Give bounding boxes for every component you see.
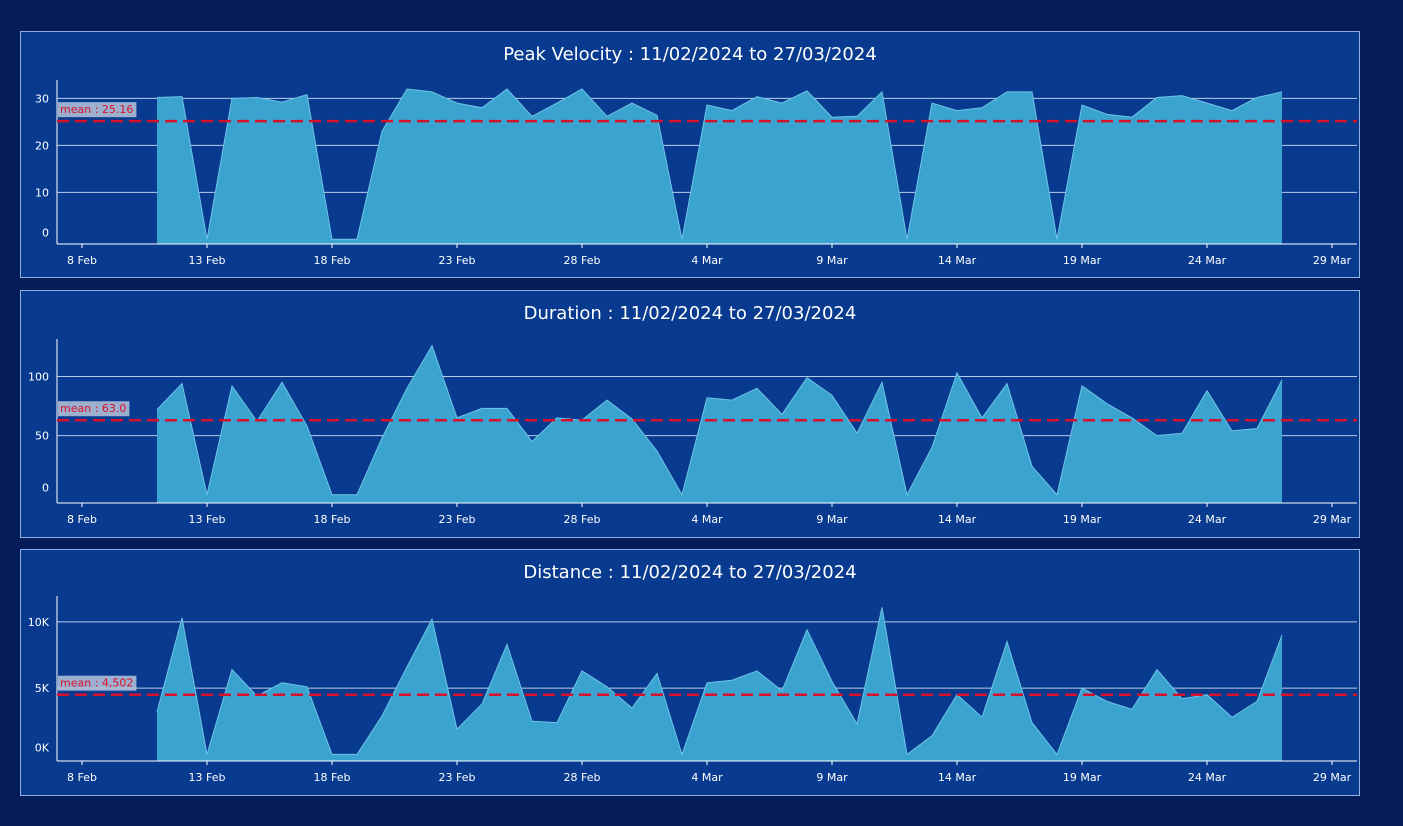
x-tick-label: 23 Feb (439, 254, 476, 267)
x-tick-label: 8 Feb (67, 254, 97, 267)
y-tick-label: 10K (28, 616, 50, 629)
duration-chart: 0 50 100 8 Feb 13 Feb 18 Feb 23 Feb 28 Feb 4 Mar… (28, 339, 1357, 526)
x-tick-label: 29 Mar (1313, 771, 1352, 784)
x-tick-label: 29 Mar (1313, 513, 1352, 526)
x-tick-label: 19 Mar (1063, 513, 1102, 526)
y-tick-label: 5K (35, 682, 50, 695)
x-tick-label: 28 Feb (564, 771, 601, 784)
mean-label: mean : 25.16 (58, 102, 137, 118)
distance-panel: Distance : 11/02/2024 to 27/03/2024 0K 5K… (20, 549, 1360, 796)
x-tick-label: 23 Feb (439, 513, 476, 526)
x-tick-label: 9 Mar (816, 513, 848, 526)
x-tick-label: 13 Feb (189, 771, 226, 784)
area-outline (156, 344, 1283, 497)
x-tick-label: 4 Mar (691, 254, 723, 267)
y-tick-label: 50 (35, 430, 49, 443)
x-tick-label: 4 Mar (691, 771, 723, 784)
mean-label-background (58, 401, 130, 417)
x-tick-label: 24 Mar (1188, 513, 1227, 526)
area-series (157, 89, 1282, 244)
x-tick-label: 14 Mar (938, 513, 977, 526)
x-tick-label: 13 Feb (189, 513, 226, 526)
y-tick-label: 10 (35, 186, 49, 199)
chart-title: Distance : 11/02/2024 to 27/03/2024 (523, 562, 857, 583)
x-tick-label: 4 Mar (691, 513, 723, 526)
mean-label: mean : 63.0 (58, 401, 130, 417)
mean-label-background (58, 675, 137, 691)
y-tick-label: 0 (42, 226, 49, 239)
x-tick-label: 28 Feb (564, 254, 601, 267)
duration-panel: Duration : 11/02/2024 to 27/03/2024 0 50 1… (20, 290, 1360, 538)
x-tick-label: 19 Mar (1063, 771, 1102, 784)
x-tick-label: 24 Mar (1188, 771, 1227, 784)
x-tick-label: 8 Feb (67, 771, 97, 784)
x-tick-label: 18 Feb (314, 513, 351, 526)
x-tick-label: 14 Mar (938, 771, 977, 784)
mean-label-text: mean : 25.16 (60, 103, 133, 116)
x-tick-label: 9 Mar (816, 254, 848, 267)
x-tick-label: 24 Mar (1188, 254, 1227, 267)
chart-title: Duration : 11/02/2024 to 27/03/2024 (523, 303, 857, 324)
distance-chart: 0K 5K 10K 8 Feb 13 Feb 18 Feb 23 Feb 28 Feb 4 Ma… (28, 596, 1357, 784)
mean-label-background (58, 102, 137, 118)
x-tick-label: 8 Feb (67, 513, 97, 526)
x-tick-label: 23 Feb (439, 771, 476, 784)
x-tick-label: 18 Feb (314, 254, 351, 267)
y-tick-label: 0K (35, 741, 50, 754)
mean-label-text: mean : 63.0 (60, 402, 126, 415)
area-series (157, 345, 1282, 503)
chart-title: Peak Velocity : 11/02/2024 to 27/03/2024 (503, 44, 877, 65)
x-tick-label: 9 Mar (816, 771, 848, 784)
x-tick-label: 28 Feb (564, 513, 601, 526)
y-tick-label: 30 (35, 92, 49, 105)
y-tick-label: 100 (28, 370, 49, 383)
x-tick-label: 13 Feb (189, 254, 226, 267)
x-tick-label: 18 Feb (314, 771, 351, 784)
peak-velocity-chart: 0 10 20 30 8 Feb 13 Feb 18 Feb 23 Feb 28 Feb 4 Ma… (35, 80, 1357, 267)
area-outline (156, 88, 1283, 240)
x-tick-label: 19 Mar (1063, 254, 1102, 267)
y-tick-label: 0 (42, 482, 49, 495)
mean-label: mean : 4,502 (58, 675, 137, 691)
x-tick-label: 14 Mar (938, 254, 977, 267)
area-series (157, 607, 1282, 761)
peak-velocity-panel: Peak Velocity : 11/02/2024 to 27/03/2024… (20, 31, 1360, 278)
y-tick-label: 20 (35, 139, 49, 152)
x-tick-label: 29 Mar (1313, 254, 1352, 267)
mean-label-text: mean : 4,502 (60, 677, 133, 690)
